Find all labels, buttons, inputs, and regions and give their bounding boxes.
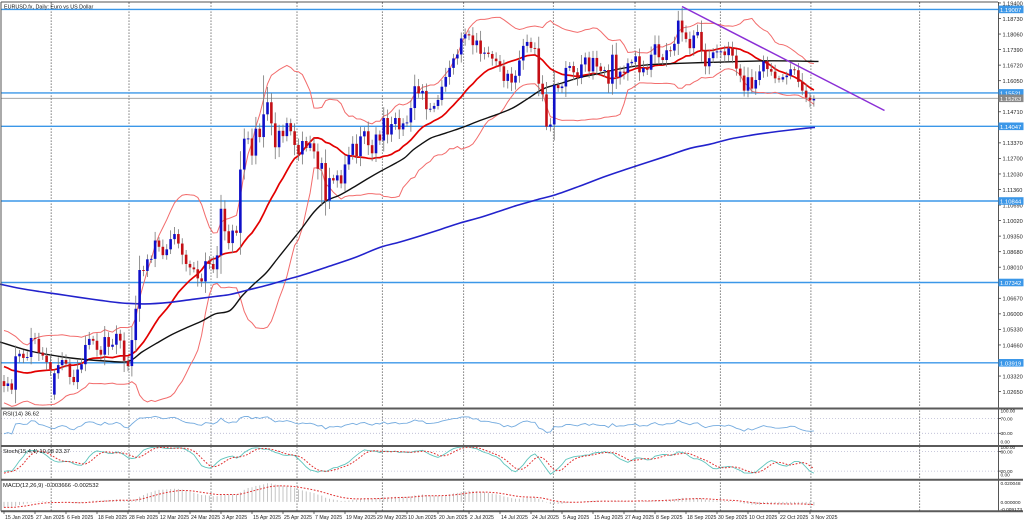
svg-text:70.00: 70.00 [1001,417,1013,423]
svg-text:1.08010: 1.08010 [1003,266,1023,272]
svg-text:-0.009173: -0.009173 [1001,507,1023,513]
svg-text:1.10690: 1.10690 [1003,203,1023,209]
svg-text:EURUSD.fx, Daily: Euro vs US: EURUSD.fx, Daily: Euro vs US Dollar [4,4,93,10]
svg-text:27 Aug 2025: 27 Aug 2025 [625,515,654,521]
svg-text:14 Jul 2025: 14 Jul 2025 [501,515,528,521]
svg-text:1.03320: 1.03320 [1003,374,1023,380]
svg-text:1.06000: 1.06000 [1003,312,1023,318]
svg-text:25 Apr 2025: 25 Apr 2025 [284,515,312,521]
svg-text:1.19007: 1.19007 [1000,8,1021,14]
svg-text:1.19400: 1.19400 [1003,1,1023,7]
svg-text:10 Oct 2025: 10 Oct 2025 [749,515,777,521]
svg-text:100.00: 100.00 [1001,408,1016,414]
svg-text:2 Jul 2025: 2 Jul 2025 [470,515,494,521]
svg-text:1.16050: 1.16050 [1003,79,1023,85]
svg-text:1.17390: 1.17390 [1003,48,1023,54]
svg-text:0.020048: 0.020048 [1001,481,1021,487]
svg-text:1.11360: 1.11360 [1003,188,1023,194]
svg-text:0.00: 0.00 [1001,439,1011,445]
svg-text:1.08680: 1.08680 [1003,250,1023,256]
svg-text:0.00: 0.00 [1001,473,1011,479]
svg-text:30.00: 30.00 [1001,431,1013,437]
svg-text:7 May 2025: 7 May 2025 [315,515,342,521]
svg-text:Stoch(15,4,4) 10.08 23.37: Stoch(15,4,4) 10.08 23.37 [3,449,70,455]
svg-text:18 Feb 2025: 18 Feb 2025 [98,515,127,521]
svg-text:1.15521: 1.15521 [1000,91,1021,97]
svg-text:1.18060: 1.18060 [1003,32,1023,38]
svg-text:28 Feb 2025: 28 Feb 2025 [129,515,158,521]
svg-text:27 Jan 2025: 27 Jan 2025 [36,515,65,521]
svg-text:1.18730: 1.18730 [1003,17,1023,23]
svg-text:1.07342: 1.07342 [1000,281,1021,287]
svg-text:1.12030: 1.12030 [1003,172,1023,178]
svg-text:1.10020: 1.10020 [1003,219,1023,225]
svg-text:3 Apr 2025: 3 Apr 2025 [222,515,247,521]
svg-text:1.05330: 1.05330 [1003,328,1023,334]
svg-text:1.13370: 1.13370 [1003,141,1023,147]
svg-text:3 Nov 2025: 3 Nov 2025 [811,515,838,521]
svg-text:1.03919: 1.03919 [1000,361,1021,367]
svg-text:1.09350: 1.09350 [1003,234,1023,240]
svg-text:1.14710: 1.14710 [1003,110,1023,116]
svg-text:8 Sep 2025: 8 Sep 2025 [656,515,683,521]
svg-text:5 Aug 2025: 5 Aug 2025 [563,515,589,521]
svg-text:80.00: 80.00 [1001,449,1013,455]
svg-text:15 Jan 2025: 15 Jan 2025 [5,515,34,521]
svg-text:22 Oct 2025: 22 Oct 2025 [780,515,808,521]
svg-text:30 Sep 2025: 30 Sep 2025 [718,515,748,521]
svg-text:6 Feb 2025: 6 Feb 2025 [67,515,93,521]
svg-text:1.06670: 1.06670 [1003,297,1023,303]
svg-text:0.000000: 0.000000 [1001,500,1021,506]
svg-text:1.15263: 1.15263 [1000,97,1022,103]
svg-text:24 Mar 2025: 24 Mar 2025 [191,515,220,521]
svg-text:1.12700: 1.12700 [1003,157,1023,163]
svg-text:100.00: 100.00 [1001,445,1016,451]
svg-text:1.10844: 1.10844 [1000,200,1022,206]
svg-text:1.04660: 1.04660 [1003,343,1023,349]
svg-text:12 Mar 2025: 12 Mar 2025 [160,515,189,521]
svg-text:1.02650: 1.02650 [1003,390,1023,396]
svg-text:24 Jul 2025: 24 Jul 2025 [532,515,559,521]
svg-text:15 Aug 2025: 15 Aug 2025 [594,515,623,521]
svg-text:10 Jun 2025: 10 Jun 2025 [408,515,437,521]
svg-text:1.16720: 1.16720 [1003,63,1023,69]
svg-text:19 May 2025: 19 May 2025 [346,515,376,521]
svg-text:20.00: 20.00 [1001,469,1013,475]
svg-text:18 Sep 2025: 18 Sep 2025 [687,515,717,521]
svg-text:MACD(12,26,9) -0.003666 -0.002: MACD(12,26,9) -0.003666 -0.002532 [3,483,99,489]
svg-text:RSI(14) 36.62: RSI(14) 36.62 [3,412,39,418]
svg-text:15 Apr 2025: 15 Apr 2025 [253,515,281,521]
svg-text:20 Jun 2025: 20 Jun 2025 [439,515,468,521]
svg-text:1.14047: 1.14047 [1000,125,1021,131]
svg-text:29 May 2025: 29 May 2025 [377,515,407,521]
